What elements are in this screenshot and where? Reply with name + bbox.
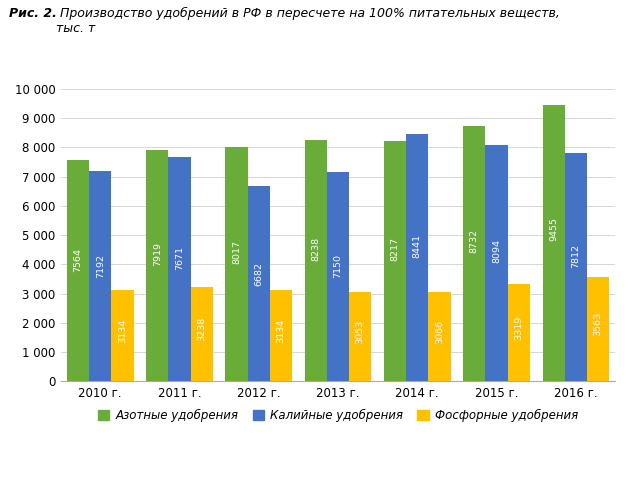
Text: 3563: 3563	[594, 312, 603, 336]
Text: 8238: 8238	[311, 237, 321, 261]
Bar	[111, 290, 134, 382]
Text: 7919: 7919	[153, 242, 162, 266]
Bar	[225, 147, 247, 382]
Bar	[587, 277, 609, 382]
Bar	[406, 135, 428, 382]
Text: 7564: 7564	[74, 247, 83, 272]
Bar	[67, 160, 89, 382]
Text: 8732: 8732	[470, 229, 479, 253]
Legend: Азотные удобрения, Калийные удобрения, Фосфорные удобрения: Азотные удобрения, Калийные удобрения, Ф…	[93, 404, 583, 427]
Bar	[543, 105, 565, 382]
Text: 3066: 3066	[435, 320, 444, 344]
Text: 7812: 7812	[571, 244, 581, 268]
Text: 6682: 6682	[254, 262, 263, 286]
Text: 3319: 3319	[514, 316, 523, 340]
Bar	[191, 287, 213, 382]
Text: 8017: 8017	[232, 240, 241, 264]
Bar	[247, 186, 270, 382]
Bar	[168, 157, 191, 382]
Text: 7192: 7192	[96, 254, 105, 277]
Text: 7671: 7671	[175, 246, 184, 270]
Text: 9455: 9455	[549, 217, 558, 241]
Text: 3053: 3053	[356, 320, 365, 344]
Text: 8441: 8441	[413, 234, 422, 257]
Text: 7150: 7150	[334, 254, 343, 278]
Text: 3134: 3134	[118, 319, 127, 343]
Text: 3134: 3134	[276, 319, 285, 343]
Bar	[463, 126, 485, 382]
Bar	[508, 284, 530, 382]
Bar	[89, 171, 111, 382]
Bar	[305, 140, 327, 382]
Bar	[146, 150, 168, 382]
Bar	[485, 144, 508, 382]
Text: 3238: 3238	[198, 317, 206, 341]
Bar	[565, 153, 587, 382]
Bar	[349, 292, 371, 382]
Bar	[384, 141, 406, 382]
Text: Рис. 2.: Рис. 2.	[9, 7, 57, 20]
Text: Производство удобрений в РФ в пересчете на 100% питательных веществ,
тыс. т: Производство удобрений в РФ в пересчете …	[56, 7, 560, 35]
Text: 8094: 8094	[492, 239, 501, 263]
Text: 8217: 8217	[391, 237, 399, 261]
Bar	[327, 172, 349, 382]
Bar	[428, 292, 451, 382]
Bar	[270, 290, 292, 382]
